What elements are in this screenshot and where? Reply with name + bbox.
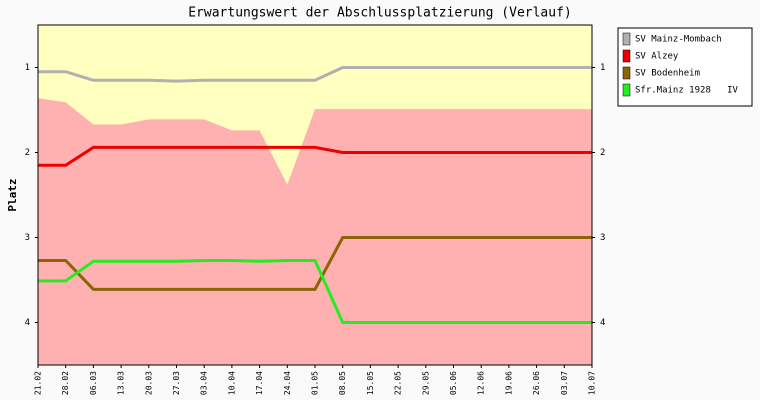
legend-label: Sfr.Mainz 1928 IV [635, 86, 739, 96]
x-tick-label: 24.04 [283, 371, 292, 395]
y-tick-label: 4 [25, 318, 30, 328]
x-tick-label: 21.02 [34, 371, 43, 395]
x-tick-label: 10.04 [227, 371, 236, 395]
x-tick-label: 10.07 [588, 371, 597, 395]
series-line [38, 66, 592, 83]
x-tick-label: 17.04 [255, 371, 264, 395]
x-tick-label: 13.03 [117, 371, 126, 395]
y-tick-label: 3 [600, 233, 605, 243]
y-tick-label: 1 [600, 63, 605, 73]
plot-border [37, 24, 593, 366]
legend [617, 27, 753, 107]
chart-title: Erwartungswert der Abschlussplatzierung … [188, 6, 572, 21]
x-tick-label: 15.05 [366, 371, 375, 395]
x-tick-label: 05.06 [449, 371, 458, 395]
legend-label: SV Alzey [635, 52, 679, 62]
series-line [38, 258, 592, 324]
x-tick-label: 22.05 [394, 371, 403, 395]
legend-swatch [622, 66, 631, 80]
x-tick-label: 08.05 [338, 371, 347, 395]
x-tick-label: 28.02 [61, 371, 70, 395]
series-line [38, 236, 592, 291]
x-tick-label: 27.03 [172, 371, 181, 395]
area-band [38, 98, 592, 365]
x-tick-label: 03.07 [560, 371, 569, 395]
x-tick-label: 01.05 [311, 371, 320, 395]
y-axis-label: Platz [6, 178, 19, 211]
x-tick-label: 20.03 [144, 371, 153, 395]
y-tick-label: 3 [25, 233, 30, 243]
x-tick-label: 26.06 [532, 371, 541, 395]
x-tick-label: 03.04 [200, 371, 209, 395]
x-tick-label: 12.06 [477, 371, 486, 395]
legend-swatch [622, 83, 631, 97]
legend-label: SV Bodenheim [635, 69, 700, 79]
y-tick-label: 2 [600, 148, 605, 158]
y-tick-label: 4 [600, 318, 605, 328]
legend-swatch [622, 32, 631, 46]
series-line [38, 145, 592, 167]
y-tick-label: 2 [25, 148, 30, 158]
x-tick-label: 29.05 [421, 371, 430, 395]
x-tick-label: 19.06 [504, 371, 513, 395]
legend-swatch [622, 49, 631, 63]
x-tick-label: 06.03 [89, 371, 98, 395]
legend-label: SV Mainz-Mombach [635, 35, 722, 45]
y-tick-label: 1 [25, 63, 30, 73]
